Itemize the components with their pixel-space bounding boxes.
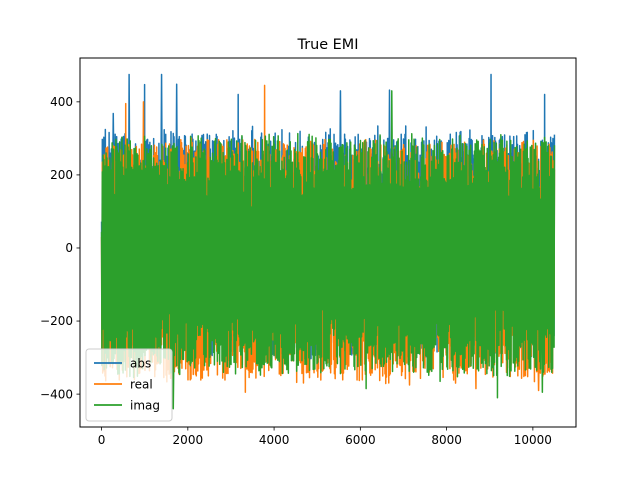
- x-tick-label: 2000: [173, 433, 204, 447]
- y-tick-label: −400: [40, 387, 73, 401]
- x-tick-label: 0: [98, 433, 106, 447]
- series-layer: [100, 73, 556, 410]
- y-tick-label: −200: [40, 314, 73, 328]
- y-tick-label: 400: [50, 95, 73, 109]
- legend-label-imag: imag: [130, 398, 160, 412]
- y-tick-label: 200: [50, 168, 73, 182]
- legend-label-real: real: [130, 377, 153, 391]
- x-tick-label: 8000: [431, 433, 462, 447]
- legend-box: [85, 348, 173, 422]
- chart-title: True EMI: [297, 37, 359, 53]
- x-tick-label: 10000: [514, 433, 552, 447]
- x-tick-label: 6000: [345, 433, 376, 447]
- x-axis: 0 2000 4000 6000 8000 10000: [98, 427, 552, 447]
- legend: abs real imag: [85, 348, 173, 422]
- x-tick-label: 4000: [259, 433, 290, 447]
- series-line-imag: [100, 90, 556, 410]
- plot-frame: [79, 57, 577, 428]
- legend-label-abs: abs: [130, 356, 151, 370]
- y-tick-label: 0: [65, 241, 73, 255]
- y-axis: −400 −200 0 200 400: [40, 95, 80, 401]
